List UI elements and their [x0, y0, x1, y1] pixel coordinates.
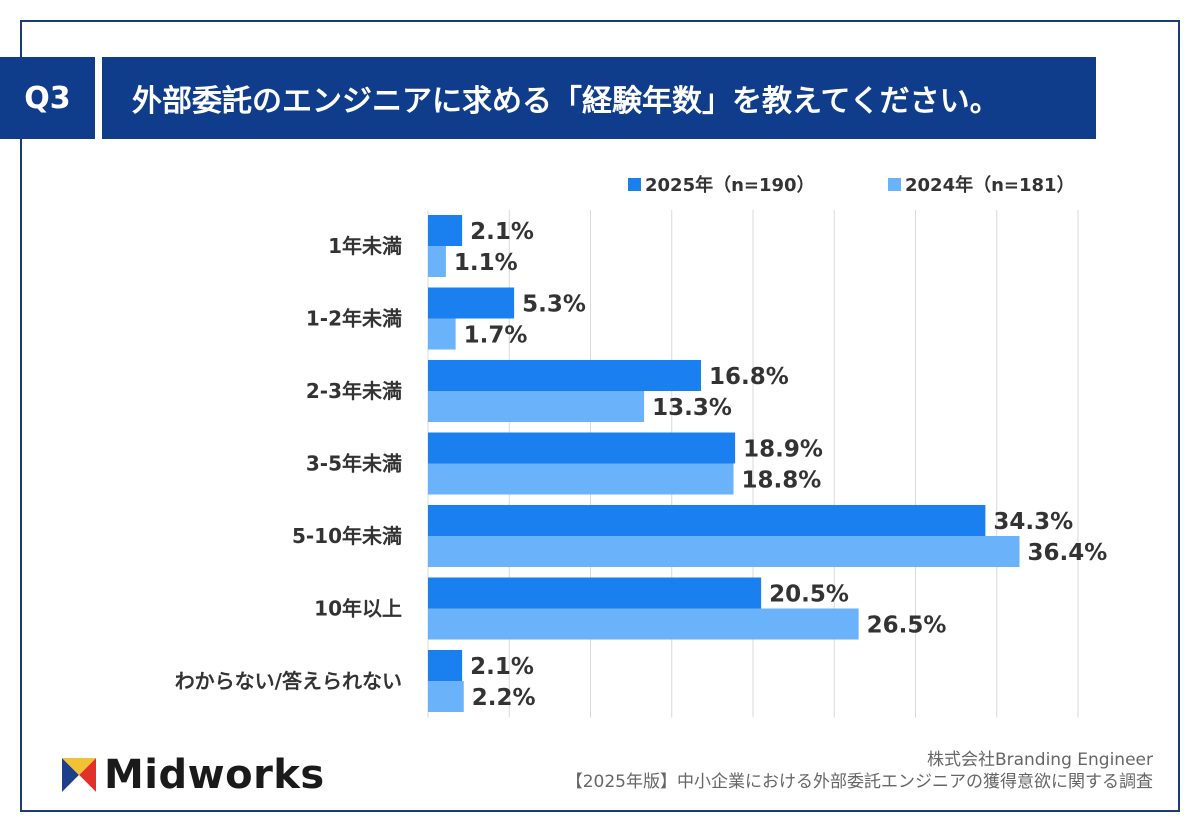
- bar: [428, 577, 762, 609]
- category-label: わからない/答えられない: [175, 669, 402, 693]
- bar: [428, 391, 645, 422]
- logo-text: Midworks: [104, 752, 325, 798]
- footer-survey-title: 【2025年版】中小企業における外部委託エンジニアの獲得意欲に関する調査: [565, 772, 1153, 792]
- data-label: 20.5%: [769, 582, 849, 608]
- bar: [428, 608, 859, 640]
- category-label: 5-10年未満: [292, 524, 402, 548]
- bar: [428, 318, 456, 350]
- footer-company: 株式会社Branding Engineer: [926, 750, 1153, 770]
- data-label: 18.8%: [742, 468, 822, 494]
- bar: [428, 505, 986, 536]
- legend-label: 2025年（n=190）: [645, 174, 815, 196]
- data-label: 13.3%: [652, 395, 732, 421]
- data-label: 1.1%: [454, 250, 518, 276]
- legend-swatch: [888, 178, 901, 191]
- data-label: 2.1%: [470, 219, 534, 245]
- question-title: 外部委託のエンジニアに求める「経験年数」を教えてください。: [102, 57, 1096, 139]
- bar: [428, 432, 736, 464]
- data-label: 2.1%: [470, 654, 534, 680]
- bar: [428, 287, 515, 319]
- data-label: 36.4%: [1028, 540, 1108, 566]
- data-label: 16.8%: [709, 364, 789, 390]
- bar: [428, 360, 701, 391]
- legend-label: 2024年（n=181）: [905, 174, 1075, 196]
- bar: [428, 681, 464, 712]
- category-label: 1-2年未満: [306, 307, 402, 331]
- midworks-logo: Midworks: [62, 752, 325, 798]
- category-label: 2-3年未満: [306, 379, 402, 403]
- bar: [428, 463, 734, 495]
- bar: [428, 650, 463, 681]
- data-label: 26.5%: [867, 613, 947, 639]
- category-label: 3-5年未満: [306, 452, 402, 476]
- category-label: 10年以上: [314, 597, 402, 621]
- bar: [428, 246, 446, 277]
- data-label: 5.3%: [522, 292, 586, 318]
- bar: [428, 215, 463, 246]
- bar: [428, 536, 1020, 567]
- category-label: 1年未満: [328, 234, 402, 258]
- question-badge: Q3: [0, 57, 95, 139]
- data-label: 2.2%: [472, 685, 536, 711]
- data-label: 18.9%: [743, 437, 823, 463]
- chart-frame: [20, 20, 1180, 812]
- data-label: 1.7%: [464, 323, 528, 349]
- midworks-m-icon: [62, 758, 96, 792]
- bar-chart: 2025年（n=190） 2024年（n=181） 1年未満 2.1% 1.1% 1-2年…: [175, 174, 1108, 718]
- legend-swatch: [628, 178, 641, 191]
- data-label: 34.3%: [993, 509, 1073, 535]
